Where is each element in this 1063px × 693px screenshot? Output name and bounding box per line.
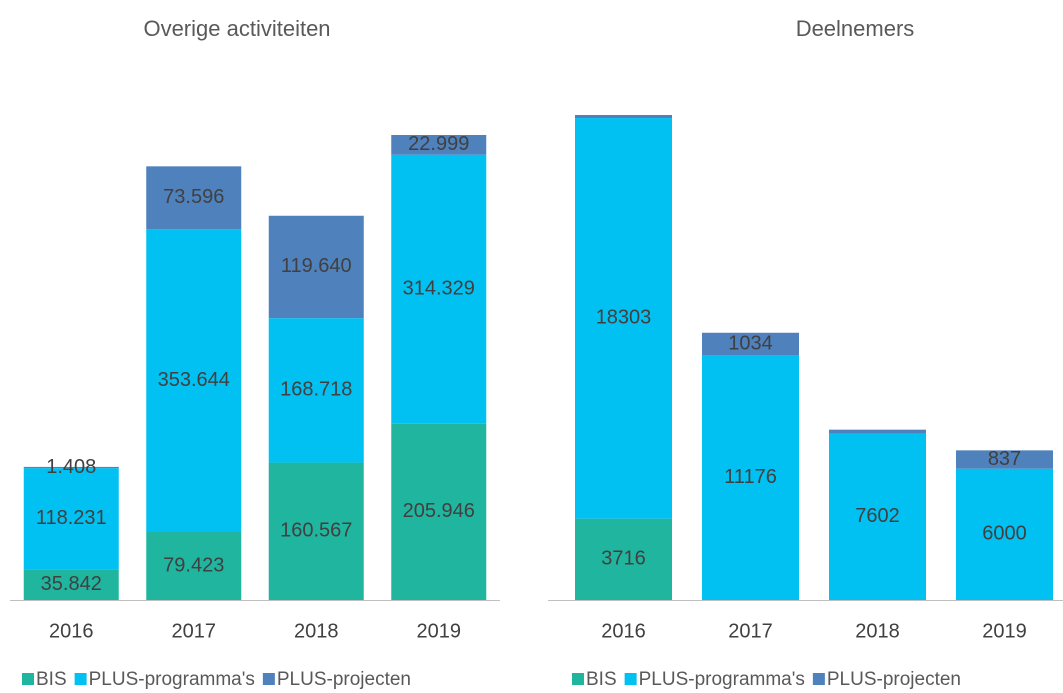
bar-segment: [268, 462, 364, 600]
bar-segment: [146, 166, 242, 230]
bar-segment: [146, 532, 242, 600]
data-label: 314.329: [403, 277, 475, 299]
bar-segment: [829, 433, 926, 600]
bar-segment: [391, 423, 487, 600]
data-label: 11176: [724, 466, 777, 488]
bar-segment: [268, 318, 364, 463]
x-tick-label: 2016: [49, 620, 94, 642]
data-label: 7602: [855, 505, 900, 527]
bar-segment: [702, 332, 799, 356]
bar-segment: [23, 569, 119, 600]
legend-label: PLUS-programma's: [639, 669, 805, 690]
x-tick-label: 2019: [417, 620, 462, 642]
data-label: 6000: [982, 523, 1027, 545]
bar-segment: [23, 466, 119, 469]
x-tick-label: 2017: [172, 620, 217, 642]
data-label: 1034: [728, 332, 773, 354]
data-label: 22.999: [408, 133, 469, 155]
legend-label: PLUS-programma's: [89, 669, 255, 690]
data-label: 79.423: [163, 554, 224, 576]
bar-segment: [575, 518, 672, 600]
chart-title: Deelnemers: [796, 16, 915, 41]
x-tick-label: 2019: [982, 620, 1027, 642]
data-label: 837: [988, 448, 1021, 470]
data-label: 160.567: [280, 520, 352, 542]
bar-segment: [829, 429, 926, 434]
x-tick-label: 2018: [294, 620, 339, 642]
legend-label: BIS: [36, 669, 67, 690]
data-label: 119.640: [281, 255, 352, 277]
data-label: 118.231: [36, 507, 107, 529]
legend-label: BIS: [586, 669, 617, 690]
x-tick-label: 2018: [855, 620, 900, 642]
bar-segment: [575, 115, 672, 119]
data-label: 35.842: [41, 573, 102, 595]
data-label: 205.946: [403, 500, 475, 522]
bar-segment: [956, 468, 1053, 600]
bar-segment: [702, 355, 799, 600]
x-tick-label: 2017: [728, 620, 773, 642]
data-label: 73.596: [163, 186, 224, 208]
data-label: 168.718: [280, 379, 352, 401]
legend-swatch: [22, 673, 34, 685]
data-label: 1.408: [46, 456, 96, 478]
legend-swatch: [572, 673, 584, 685]
legend-label: PLUS-projecten: [277, 669, 411, 690]
bar-segment: [146, 229, 242, 533]
bar-segment: [575, 118, 672, 519]
bar-segment: [23, 468, 119, 570]
legend-swatch: [74, 673, 87, 685]
bar-segment: [956, 450, 1053, 469]
legend-swatch: [262, 673, 275, 685]
legend-swatch: [812, 673, 825, 685]
x-tick-label: 2016: [601, 620, 646, 642]
bar-segment: [391, 154, 487, 424]
data-label: 3716: [601, 548, 646, 570]
legend-label: PLUS-projecten: [827, 669, 961, 690]
legend-swatch: [624, 673, 637, 685]
chart-title: Overige activiteiten: [143, 16, 330, 41]
bar-segment: [391, 135, 487, 155]
bar-segment: [268, 215, 364, 319]
data-label: 353.644: [158, 369, 230, 391]
data-label: 18303: [596, 307, 652, 329]
